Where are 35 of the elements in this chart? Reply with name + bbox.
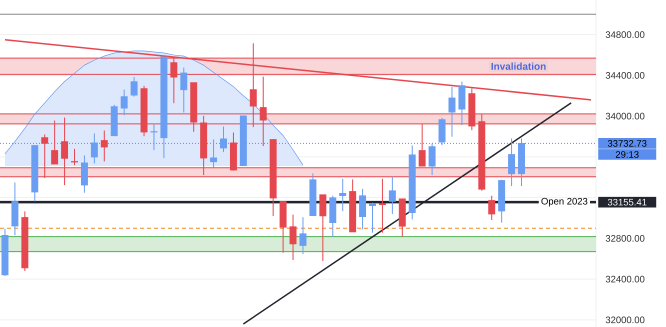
candlestick (458, 81, 466, 126)
candlestick (488, 195, 496, 221)
candlestick (508, 138, 516, 187)
candlestick (130, 76, 138, 98)
candlestick (388, 176, 396, 215)
candlestick (180, 67, 188, 113)
candlestick (319, 194, 326, 262)
ref-line-label: Open 2023 (541, 198, 588, 206)
candlestick (448, 86, 456, 138)
text: 29:13 (616, 151, 639, 158)
candlestick (290, 214, 297, 260)
candlestick (359, 188, 366, 230)
band-label: Invalidation (492, 62, 546, 70)
candlestick (100, 130, 108, 162)
y-tick-label: 34000.00 (606, 112, 644, 120)
text: 33155.41 (608, 198, 646, 206)
candlestick (210, 138, 218, 168)
y-tick-label: 34800.00 (606, 31, 644, 38)
y-tick-label: 34400.00 (606, 72, 644, 79)
candlestick (428, 142, 436, 176)
candlestick (220, 126, 227, 153)
candlestick (378, 178, 386, 234)
text: 33732.73 (608, 140, 647, 147)
candlestick (438, 117, 446, 146)
y-tick-label: 32800.00 (606, 235, 644, 242)
candlestick (71, 148, 78, 166)
y-tick-label: 32000.00 (606, 316, 644, 324)
candlestick (80, 154, 88, 194)
candlestick (90, 132, 98, 164)
candlestick (120, 89, 128, 116)
candlestick (369, 202, 376, 234)
candlestick (339, 178, 346, 212)
candlestick (299, 216, 306, 254)
candlestick (150, 122, 158, 151)
y-tick-label: 32400.00 (606, 276, 644, 282)
